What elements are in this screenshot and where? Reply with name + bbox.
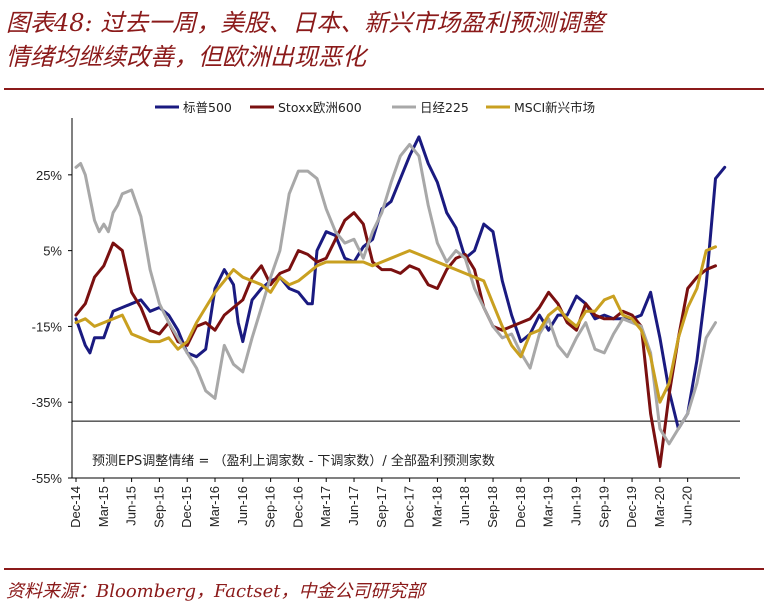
x-tick-label: Dec-16 [290,486,305,528]
x-tick-label: Mar-15 [96,486,111,527]
x-tick-label: Mar-18 [429,486,444,527]
title-rule [4,88,764,90]
series-line [74,245,717,404]
y-tick-label: -15% [32,319,63,334]
x-tick-label: Sep-15 [151,486,166,528]
y-tick-label: -35% [32,395,63,410]
series-line [74,135,727,431]
x-tick-label: Mar-19 [541,486,556,527]
x-tick-label: Jun-19 [568,486,583,526]
footer-rule [4,568,764,570]
x-tick-label: Mar-17 [318,486,333,527]
formula-annotation: 预测EPS调整情绪 = （盈利上调家数 - 下调家数）/ 全部盈利预测家数 [92,453,495,469]
legend-label: MSCI新兴市场 [514,100,595,115]
x-tick-label: Sep-16 [263,486,278,528]
x-tick-label: Sep-17 [374,486,389,528]
legend-label: 日经225 [420,100,469,115]
y-tick-label: 25% [36,168,62,183]
title-line-2: 情绪均继续改善，但欧洲出现恶化 [6,43,366,71]
x-tick-label: Jun-20 [680,486,695,526]
y-tick-label: 5% [43,244,62,259]
x-tick-label: Dec-15 [179,486,194,528]
legend-label: Stoxx欧洲600 [278,100,362,115]
x-tick-label: Mar-16 [207,486,222,527]
x-tick-label: Sep-18 [485,486,500,528]
x-tick-label: Dec-14 [68,486,83,528]
x-tick-label: Jun-16 [235,486,250,526]
x-tick-label: Jun-15 [124,486,139,526]
x-tick-label: Dec-19 [624,486,639,528]
x-tick-label: Sep-19 [596,486,611,528]
x-tick-label: Jun-18 [457,486,472,526]
source-note: 资料来源：Bloomberg，Factset，中金公司研究部 [6,581,425,602]
y-tick-label: -55% [32,471,63,486]
x-tick-label: Dec-18 [513,486,528,528]
title-line-1: 图表48: 过去一周，美股、日本、新兴市场盈利预测调整 [6,9,605,37]
chart-title: 图表48: 过去一周，美股、日本、新兴市场盈利预测调整 情绪均继续改善，但欧洲出… [6,6,761,74]
legend-label: 标普500 [183,100,232,115]
x-tick-label: Mar-20 [652,486,667,527]
x-tick-label: Jun-17 [346,486,361,526]
x-tick-label: Dec-17 [402,486,417,528]
series-line [74,143,717,446]
